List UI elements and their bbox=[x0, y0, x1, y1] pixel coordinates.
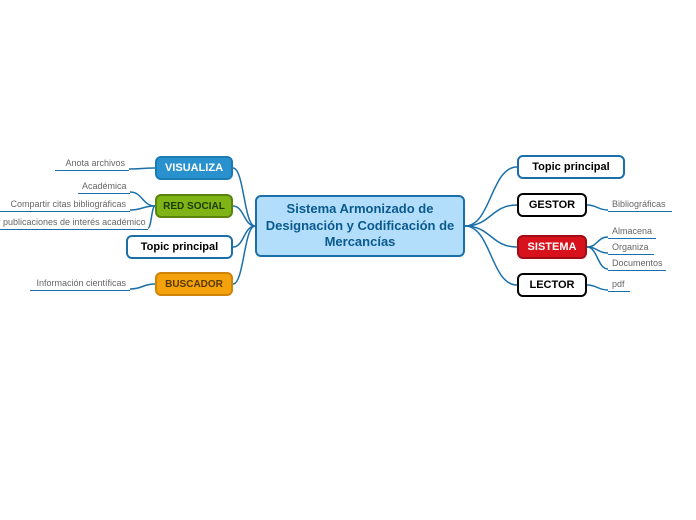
leaf-compartir-citas: Compartir citas bibliográficas bbox=[0, 198, 130, 212]
branch-visualiza-label: VISUALIZA bbox=[165, 162, 223, 174]
leaf-organiza: Organiza bbox=[608, 241, 654, 255]
leaf-pdf-label: pdf bbox=[612, 279, 625, 289]
branch-topic-right-label: Topic principal bbox=[532, 161, 609, 173]
leaf-compartir-citas-label: Compartir citas bibliográficas bbox=[10, 199, 126, 209]
leaf-documentos-label: Documentos bbox=[612, 258, 663, 268]
leaf-almacena-label: Almacena bbox=[612, 226, 652, 236]
branch-buscador-label: BUSCADOR bbox=[165, 279, 223, 290]
leaf-academica: Académica bbox=[78, 180, 130, 194]
center-node[interactable]: Sistema Armonizado de Designación y Codi… bbox=[255, 195, 465, 257]
leaf-anota-archivos-label: Anota archivos bbox=[65, 158, 125, 168]
leaf-documentos: Documentos bbox=[608, 257, 666, 271]
branch-topic-right[interactable]: Topic principal bbox=[517, 155, 625, 179]
leaf-publicaciones: hacer publicaciones de interés académico bbox=[0, 216, 148, 230]
branch-visualiza[interactable]: VISUALIZA bbox=[155, 156, 233, 180]
branch-lector[interactable]: LECTOR bbox=[517, 273, 587, 297]
branch-red-social[interactable]: RED SOCIAL bbox=[155, 194, 233, 218]
leaf-pdf: pdf bbox=[608, 278, 630, 292]
branch-gestor-label: GESTOR bbox=[529, 199, 575, 211]
leaf-academica-label: Académica bbox=[82, 181, 127, 191]
branch-sistema-label: SISTEMA bbox=[528, 241, 577, 253]
branch-topic-left-label: Topic principal bbox=[141, 241, 218, 253]
leaf-info-cientificas: Información científicas bbox=[30, 277, 130, 291]
branch-red-social-label: RED SOCIAL bbox=[163, 201, 225, 212]
branch-gestor[interactable]: GESTOR bbox=[517, 193, 587, 217]
connectors-layer bbox=[0, 0, 696, 520]
leaf-bibliograficas: Bibliográficas bbox=[608, 198, 672, 212]
leaf-info-cientificas-label: Información científicas bbox=[36, 278, 126, 288]
branch-sistema[interactable]: SISTEMA bbox=[517, 235, 587, 259]
leaf-bibliograficas-label: Bibliográficas bbox=[612, 199, 666, 209]
center-label: Sistema Armonizado de Designación y Codi… bbox=[265, 201, 455, 252]
branch-buscador[interactable]: BUSCADOR bbox=[155, 272, 233, 296]
leaf-almacena: Almacena bbox=[608, 225, 656, 239]
branch-topic-left[interactable]: Topic principal bbox=[126, 235, 233, 259]
leaf-publicaciones-label: hacer publicaciones de interés académico bbox=[0, 217, 146, 227]
leaf-organiza-label: Organiza bbox=[612, 242, 649, 252]
branch-lector-label: LECTOR bbox=[529, 279, 574, 291]
leaf-anota-archivos: Anota archivos bbox=[55, 157, 129, 171]
